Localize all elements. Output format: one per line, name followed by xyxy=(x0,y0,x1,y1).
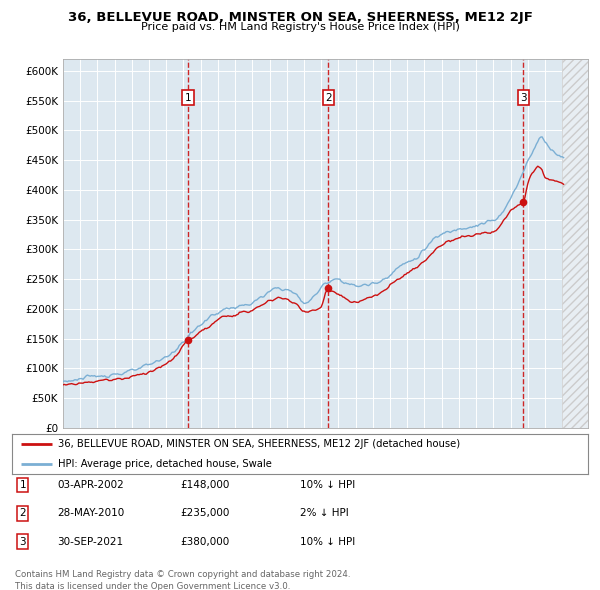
Text: 10% ↓ HPI: 10% ↓ HPI xyxy=(300,480,355,490)
Text: 3: 3 xyxy=(520,93,527,103)
Text: 2: 2 xyxy=(325,93,332,103)
Text: 1: 1 xyxy=(19,480,26,490)
Bar xyxy=(562,59,588,428)
Text: £380,000: £380,000 xyxy=(180,537,229,546)
Text: HPI: Average price, detached house, Swale: HPI: Average price, detached house, Swal… xyxy=(58,459,272,468)
Text: Contains HM Land Registry data © Crown copyright and database right 2024.
This d: Contains HM Land Registry data © Crown c… xyxy=(15,570,350,590)
Text: 03-APR-2002: 03-APR-2002 xyxy=(57,480,124,490)
Text: 10% ↓ HPI: 10% ↓ HPI xyxy=(300,537,355,546)
Text: 30-SEP-2021: 30-SEP-2021 xyxy=(57,537,123,546)
Text: £148,000: £148,000 xyxy=(180,480,229,490)
Text: 2: 2 xyxy=(19,509,26,518)
Text: £235,000: £235,000 xyxy=(180,509,229,518)
Text: 2% ↓ HPI: 2% ↓ HPI xyxy=(300,509,349,518)
Text: 36, BELLEVUE ROAD, MINSTER ON SEA, SHEERNESS, ME12 2JF: 36, BELLEVUE ROAD, MINSTER ON SEA, SHEER… xyxy=(68,11,532,24)
Text: 36, BELLEVUE ROAD, MINSTER ON SEA, SHEERNESS, ME12 2JF (detached house): 36, BELLEVUE ROAD, MINSTER ON SEA, SHEER… xyxy=(58,439,460,448)
Text: Price paid vs. HM Land Registry's House Price Index (HPI): Price paid vs. HM Land Registry's House … xyxy=(140,22,460,32)
Text: 3: 3 xyxy=(19,537,26,546)
Text: 28-MAY-2010: 28-MAY-2010 xyxy=(57,509,124,518)
Text: 1: 1 xyxy=(184,93,191,103)
